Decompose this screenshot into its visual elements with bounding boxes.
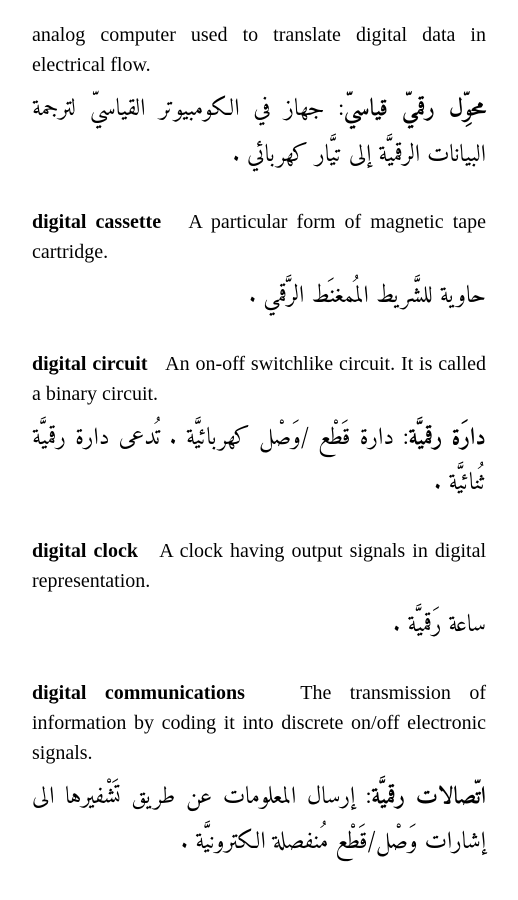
term-text: digital circuit — [32, 353, 148, 375]
dictionary-entry: digital clock A clock having output sign… — [32, 536, 486, 650]
arabic-definition: حاوية للشَّريط المُمغنَط الرَّقمي . — [32, 275, 486, 321]
dictionary-entry: digital communications The transmission … — [32, 678, 486, 867]
english-definition: digital cassette A particular form of ma… — [32, 207, 486, 267]
english-definition: digital communications The transmission … — [32, 678, 486, 768]
dictionary-entry: digital circuit An on-off switchlike cir… — [32, 349, 486, 508]
arabic-definition: اتّصالات رقميَّة: إرسال المعلومات عن طري… — [32, 776, 486, 867]
term-text: digital communications — [32, 682, 245, 704]
arabic-text: ساعة رَقميَّة . — [393, 605, 486, 647]
english-definition: digital circuit An on-off switchlike cir… — [32, 349, 486, 409]
arabic-text: حاوية للشَّريط المُمغنَط الرَّقمي . — [249, 276, 486, 318]
term-text: digital cassette — [32, 211, 161, 233]
arabic-definition: ساعة رَقميَّة . — [32, 604, 486, 650]
arabic-definition: دارَة رقميَّة: دارة قَطْع /وَصْل كهربائي… — [32, 417, 486, 508]
term-text: digital clock — [32, 540, 138, 562]
english-definition: digital clock A clock having output sign… — [32, 536, 486, 596]
dictionary-entry: digital cassette A particular form of ma… — [32, 207, 486, 321]
definition-text: analog computer used to translate digita… — [32, 24, 486, 76]
english-definition: analog computer used to translate digita… — [32, 20, 486, 80]
arabic-term: دارَة رقميَّة — [408, 418, 486, 460]
arabic-term: محوِّل رقميّ قياسيّ — [344, 89, 486, 131]
arabic-term: اتّصالات رقميَّة — [371, 777, 486, 819]
dictionary-entry: analog computer used to translate digita… — [32, 20, 486, 179]
arabic-definition: محوِّل رقميّ قياسيّ: جهاز في الكومبيوتر … — [32, 88, 486, 179]
